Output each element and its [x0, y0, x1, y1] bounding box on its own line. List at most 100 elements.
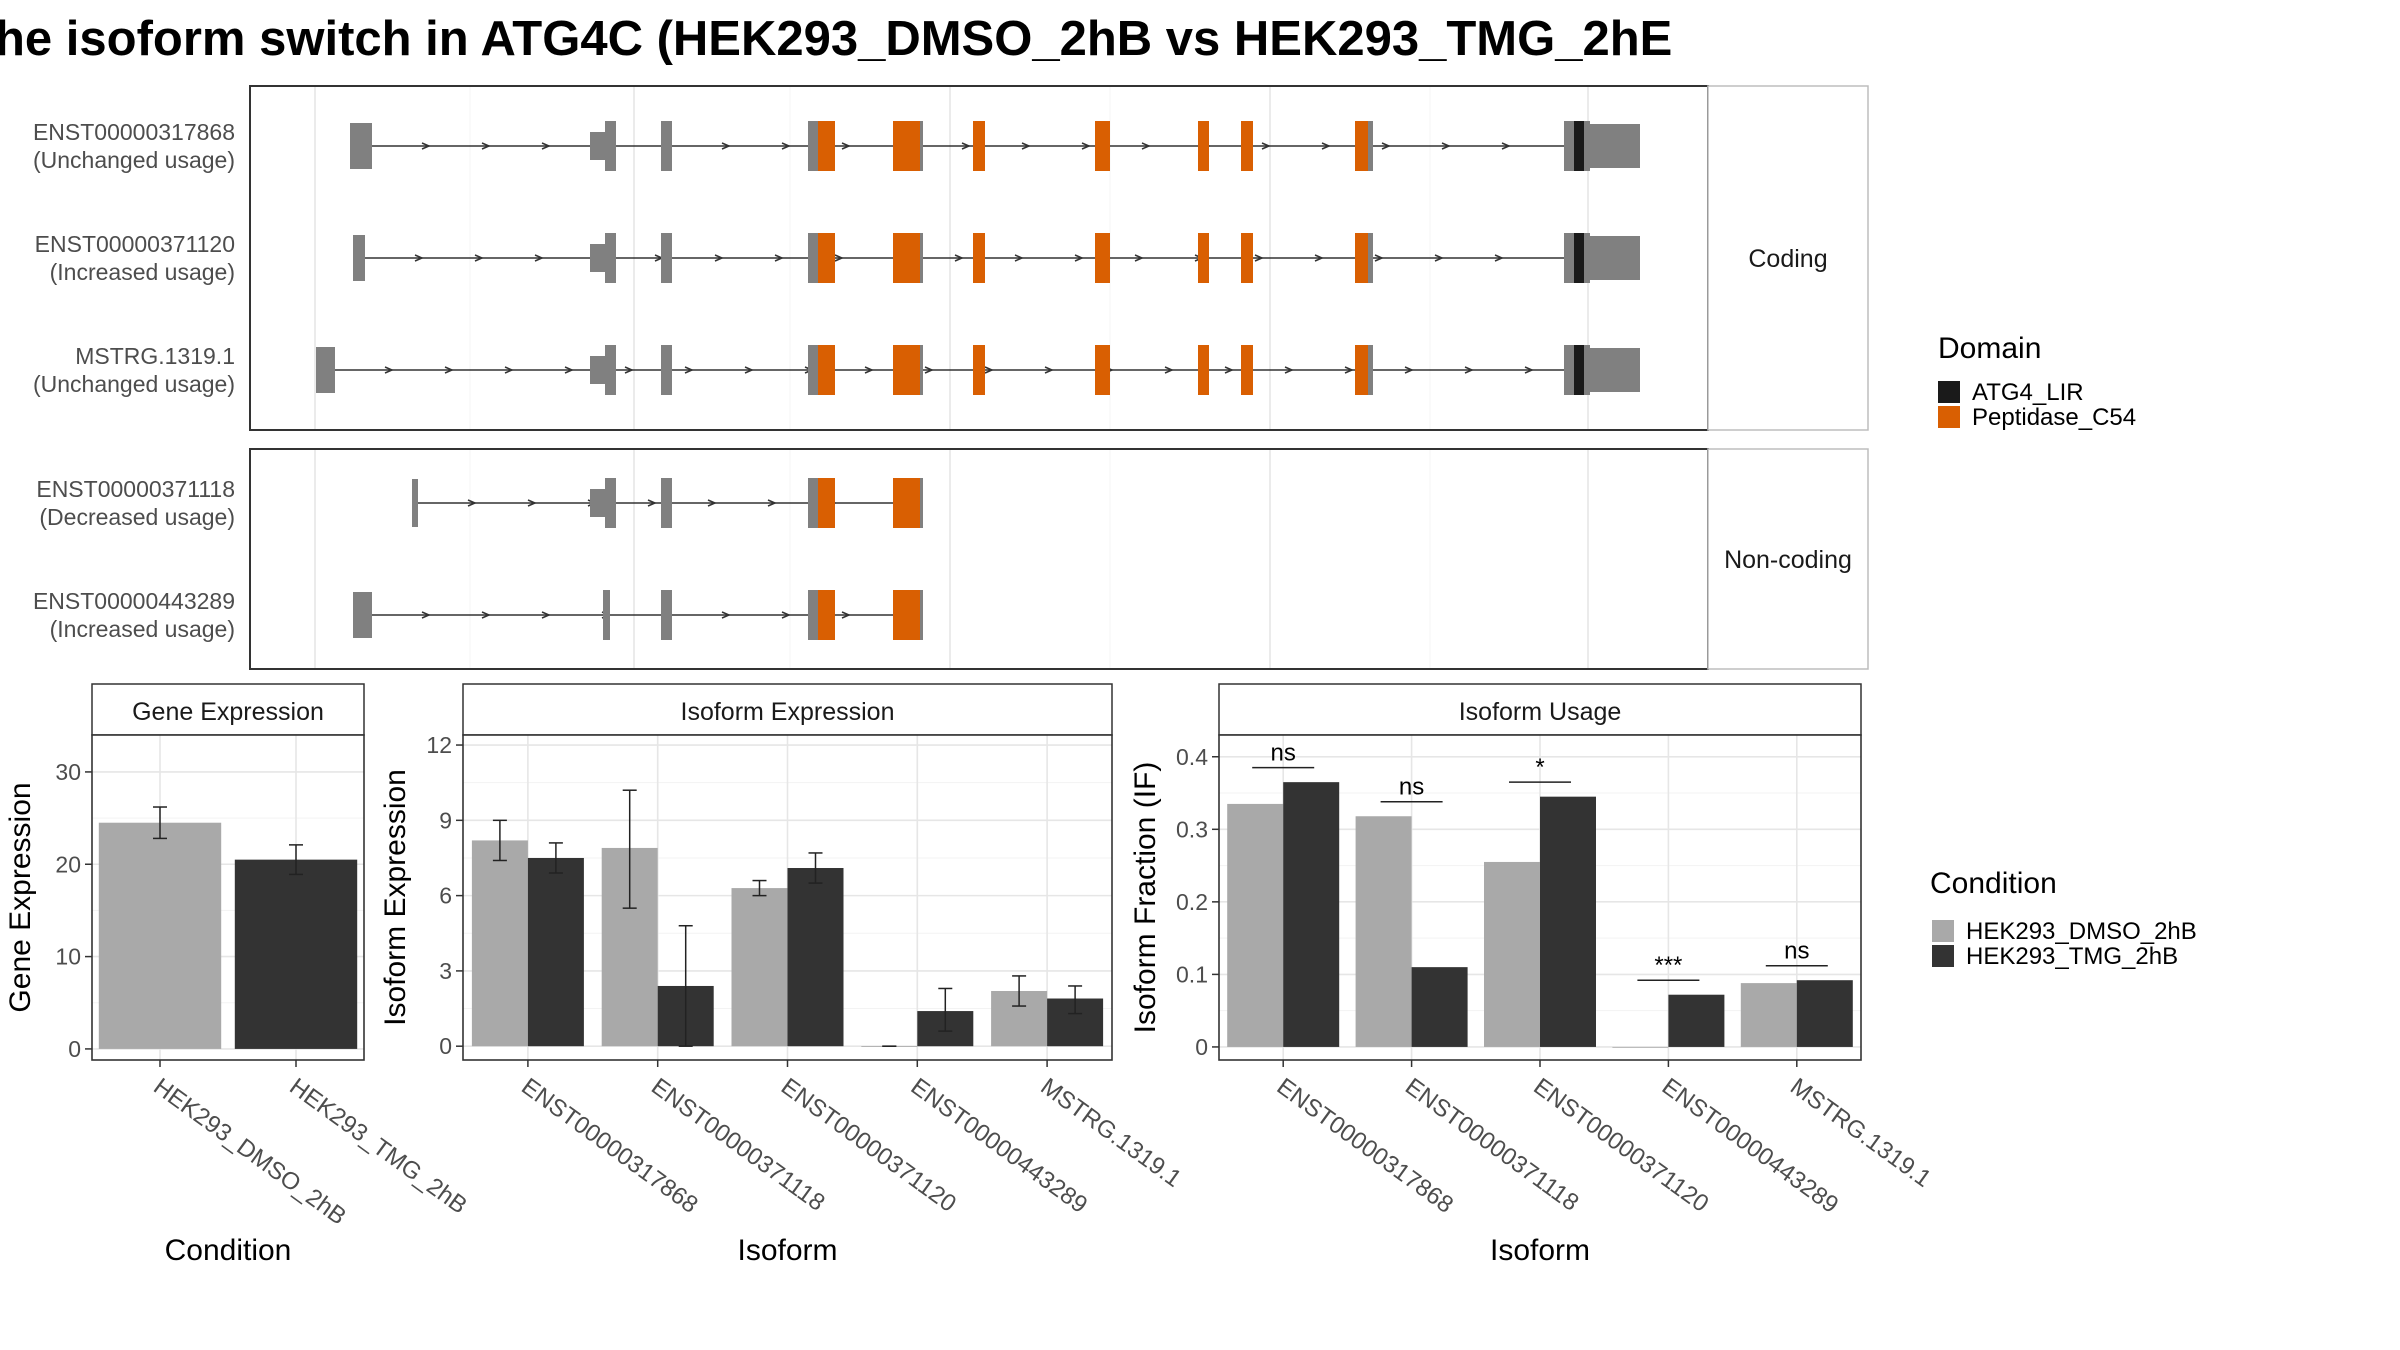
transcript-label-id: MSTRG.1319.1 [75, 343, 235, 369]
transcript-label-usage: (Decreased usage) [39, 504, 235, 530]
intron-arrow [984, 366, 994, 374]
condition-legend-key [1932, 945, 1954, 967]
exon [661, 345, 672, 395]
exon [661, 233, 672, 283]
peptidase-c54-domain [1355, 233, 1368, 283]
intron-arrow [1284, 366, 1294, 374]
exon [1590, 348, 1640, 392]
intron-arrow [467, 499, 477, 507]
structure-facet-non-coding: Non-coding [249, 448, 1869, 670]
bar [1668, 994, 1725, 1047]
exon [1584, 121, 1590, 171]
exon [605, 233, 616, 283]
condition-legend-key [1932, 920, 1954, 942]
domain-legend-title: Domain [1938, 332, 2041, 365]
intron-arrow [961, 142, 971, 150]
intron-arrow [647, 499, 657, 507]
domain-legend-label: ATG4_LIR [1972, 379, 2084, 406]
transcript-structure-row [353, 233, 1640, 283]
condition-legend-label: HEK293_DMSO_2hB [1966, 918, 2197, 945]
exon [661, 121, 672, 171]
domain-legend-key-peptidase_c54 [1938, 406, 1960, 428]
facet-strip-label: Coding [1748, 245, 1827, 273]
intron-arrow [1464, 366, 1474, 374]
exon [590, 489, 605, 517]
intron-arrow [444, 366, 454, 374]
intron-arrow [1321, 142, 1331, 150]
intron-arrow [504, 366, 514, 374]
bar [1612, 1046, 1669, 1048]
intron-arrow [414, 254, 424, 262]
bar [1227, 803, 1284, 1047]
transcript-structure-row [353, 590, 923, 640]
exon [808, 478, 818, 528]
bar [1796, 980, 1853, 1047]
intron-arrow [1314, 254, 1324, 262]
x-axis-title: Condition [165, 1234, 292, 1267]
x-axis-title: Isoform [1490, 1234, 1590, 1267]
intron-arrow [1014, 254, 1024, 262]
exon [353, 235, 365, 281]
y-tick-label: 0 [1195, 1034, 1208, 1060]
intron-arrow [834, 254, 844, 262]
y-tick-label: 3 [439, 958, 452, 984]
y-tick-label: 9 [439, 807, 452, 833]
transcript-label-id: ENST00000371120 [35, 231, 235, 257]
intron-arrow [1081, 142, 1091, 150]
y-tick-label: 0.3 [1176, 816, 1208, 842]
panel-border [91, 734, 365, 1061]
exon [353, 592, 372, 638]
intron-arrow [1434, 254, 1444, 262]
y-tick-label: 0.4 [1176, 744, 1208, 770]
intron-arrow [1374, 254, 1384, 262]
facet-strip-label: Non-coding [1724, 546, 1852, 574]
atg4-lir-domain [1574, 233, 1584, 283]
exon [1564, 121, 1574, 171]
bar [1355, 816, 1412, 1047]
atg4-lir-domain [1574, 345, 1584, 395]
transcript-structure-row [412, 478, 923, 528]
bar [787, 868, 844, 1047]
y-tick-label: 12 [426, 732, 452, 758]
peptidase-c54-domain [1095, 233, 1110, 283]
intron-arrow [421, 142, 431, 150]
intron-arrow [481, 611, 491, 619]
y-tick-label: 6 [439, 883, 452, 909]
y-tick-label: 0.2 [1176, 889, 1208, 915]
peptidase-c54-domain [1198, 345, 1209, 395]
facet-strip [1707, 448, 1869, 670]
intron-arrow [527, 499, 537, 507]
bar [1540, 796, 1596, 1047]
bar [471, 840, 528, 1047]
significance-label: ns [1399, 774, 1424, 801]
intron-arrow [1164, 366, 1174, 374]
intron-arrow [1044, 366, 1054, 374]
intron-arrow [781, 611, 791, 619]
transcript-label-usage: (Unchanged usage) [33, 147, 235, 173]
exon [920, 233, 923, 283]
y-tick-label: 30 [55, 759, 81, 785]
chart-panel-isoform-expression: Isoform Expression036912ENST00000317868E… [379, 683, 1186, 1267]
transcript-label-id: ENST00000371118 [36, 476, 235, 502]
intron-arrow [384, 366, 394, 374]
intron-arrow [1404, 366, 1414, 374]
bar [98, 822, 222, 1049]
peptidase-c54-domain [893, 345, 920, 395]
intron-arrow [1224, 366, 1234, 374]
intron-arrow [1074, 254, 1084, 262]
condition-legend-title: Condition [1930, 867, 2057, 900]
peptidase-c54-domain [818, 478, 835, 528]
exon [808, 121, 818, 171]
peptidase-c54-domain [973, 233, 985, 283]
exon [808, 233, 818, 283]
exon [605, 478, 616, 528]
exon [920, 478, 923, 528]
bar [234, 859, 358, 1049]
peptidase-c54-domain [1355, 345, 1368, 395]
peptidase-c54-domain [1241, 121, 1253, 171]
transcript-label-usage: (Unchanged usage) [33, 371, 235, 397]
significance-label: ns [1784, 938, 1809, 965]
peptidase-c54-domain [818, 233, 835, 283]
figure-title: he isoform switch in ATG4C (HEK293_DMSO_… [0, 12, 1672, 66]
intron-arrow [624, 366, 634, 374]
